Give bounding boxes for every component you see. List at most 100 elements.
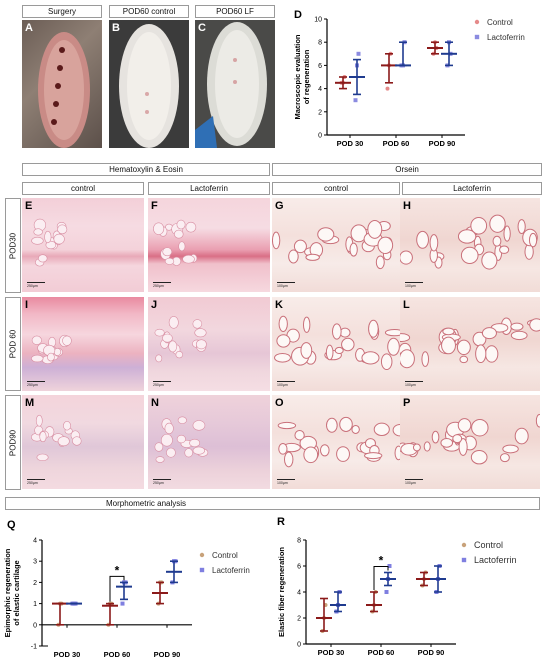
scale-bar: 100µm <box>277 381 295 387</box>
header-morphometric: Morphometric analysis <box>5 497 540 510</box>
data-point <box>387 564 392 568</box>
tissue-texture <box>154 416 209 463</box>
x-tick-label: POD 90 <box>418 648 445 657</box>
cell-shape <box>155 456 165 463</box>
cell-shape <box>278 315 288 332</box>
cell-shape <box>174 229 184 239</box>
cell-shape <box>499 453 510 463</box>
legend-marker <box>461 542 467 548</box>
x-tick-label: POD 60 <box>368 648 395 657</box>
y-tick-label: 6 <box>318 63 322 70</box>
panel-letter: R <box>277 516 285 528</box>
panel-letter: C <box>198 22 206 34</box>
cell-shape <box>192 446 205 455</box>
y-tick-label: 0 <box>297 642 301 649</box>
scale-bar: 250µm <box>153 381 171 387</box>
legend-label: Lactoferrin <box>487 33 525 42</box>
header-pod60-control: POD60 control <box>109 5 189 18</box>
cell-shape <box>364 452 383 460</box>
cell-shape <box>274 352 291 363</box>
cell-shape <box>441 336 456 355</box>
cell-shape <box>457 229 477 244</box>
x-tick-label: POD 30 <box>54 650 81 659</box>
scale-bar: 250µm <box>27 479 45 485</box>
cell-shape <box>283 451 294 468</box>
cell-shape <box>160 433 173 447</box>
y-tick-label: 4 <box>318 86 322 93</box>
cell-shape <box>392 423 400 437</box>
cell-shape <box>36 453 49 462</box>
scale-bar: 250µm <box>27 282 45 288</box>
cell-shape <box>319 444 330 457</box>
y-tick-label: 10 <box>314 17 322 24</box>
row-label-pod90: POD90 <box>5 395 21 490</box>
tissue-texture <box>400 214 538 270</box>
cell-shape <box>47 352 55 362</box>
x-tick-label: POD 60 <box>383 139 410 148</box>
data-point <box>120 601 125 606</box>
cell-shape <box>185 221 197 233</box>
chart-r: R 0 2 4 6 8 POD 30 POD 60 POD 90 Elastic fiber re… <box>277 516 517 657</box>
significance-star: * <box>115 563 120 577</box>
panel-letter: Q <box>7 519 16 531</box>
cell-shape <box>194 328 207 338</box>
cell-shape <box>341 337 355 352</box>
panel-letter: O <box>275 397 284 409</box>
tissue-texture <box>400 317 540 369</box>
cell-shape <box>53 233 65 245</box>
cell-shape <box>489 214 506 233</box>
y-axis-label: of regeneration <box>302 49 311 104</box>
panel-letter: K <box>275 299 283 311</box>
cell-shape <box>153 222 165 235</box>
cell-shape <box>177 416 187 424</box>
legend-label: Lactoferrin <box>212 566 250 575</box>
cell-shape <box>377 236 394 255</box>
tissue-texture <box>154 316 207 363</box>
cell-shape <box>62 335 72 346</box>
cell-shape <box>510 330 528 341</box>
y-tick-label: 2 <box>33 580 37 587</box>
panel-letter: M <box>25 397 35 409</box>
histology-panel: N 250µm <box>148 395 270 489</box>
cell-shape <box>400 349 415 369</box>
data-point <box>356 51 361 56</box>
cell-shape <box>368 319 379 338</box>
ear-lf-image <box>195 22 267 148</box>
histology-panel: J 250µm <box>148 297 270 391</box>
y-axis-label: Macroscopic evaluation <box>293 34 302 119</box>
y-tick-label: 1 <box>33 601 37 608</box>
cell-shape <box>517 219 526 235</box>
cell-shape <box>528 232 538 248</box>
data-point <box>384 590 389 594</box>
tissue-texture <box>153 219 198 266</box>
row-label-pod60: POD 60 <box>5 297 21 391</box>
cell-shape <box>514 427 529 445</box>
panel-letter: P <box>403 397 411 409</box>
cell-shape <box>31 354 44 363</box>
y-axis-label: Epimorphic regeneration <box>3 548 12 637</box>
panel-letter: H <box>403 200 411 212</box>
cell-shape <box>416 230 429 249</box>
y-tick-label: 2 <box>318 109 322 116</box>
cell-shape <box>452 434 463 444</box>
cell-shape <box>470 449 488 465</box>
cell-shape <box>400 333 411 343</box>
cell-shape <box>182 254 195 264</box>
histology-panel: F 250µm <box>148 198 270 292</box>
cell-shape <box>33 228 43 236</box>
cell-shape <box>154 442 164 452</box>
cell-shape <box>373 422 390 437</box>
header-surgery: Surgery <box>22 5 102 18</box>
cell-shape <box>57 224 68 235</box>
header-orsein: Orsein <box>272 163 542 176</box>
y-tick-label: 4 <box>33 538 37 545</box>
cell-shape <box>63 421 71 431</box>
ear-control-image <box>119 24 179 148</box>
cell-shape <box>460 246 479 265</box>
tissue-texture <box>31 218 68 267</box>
panel-letter: L <box>403 299 410 311</box>
y-axis-label: Elastic fiber regeneration <box>277 547 286 637</box>
histology-panel: E 250µm <box>22 198 144 292</box>
cell-shape <box>470 217 488 235</box>
col-header-he-control: control <box>22 182 144 195</box>
